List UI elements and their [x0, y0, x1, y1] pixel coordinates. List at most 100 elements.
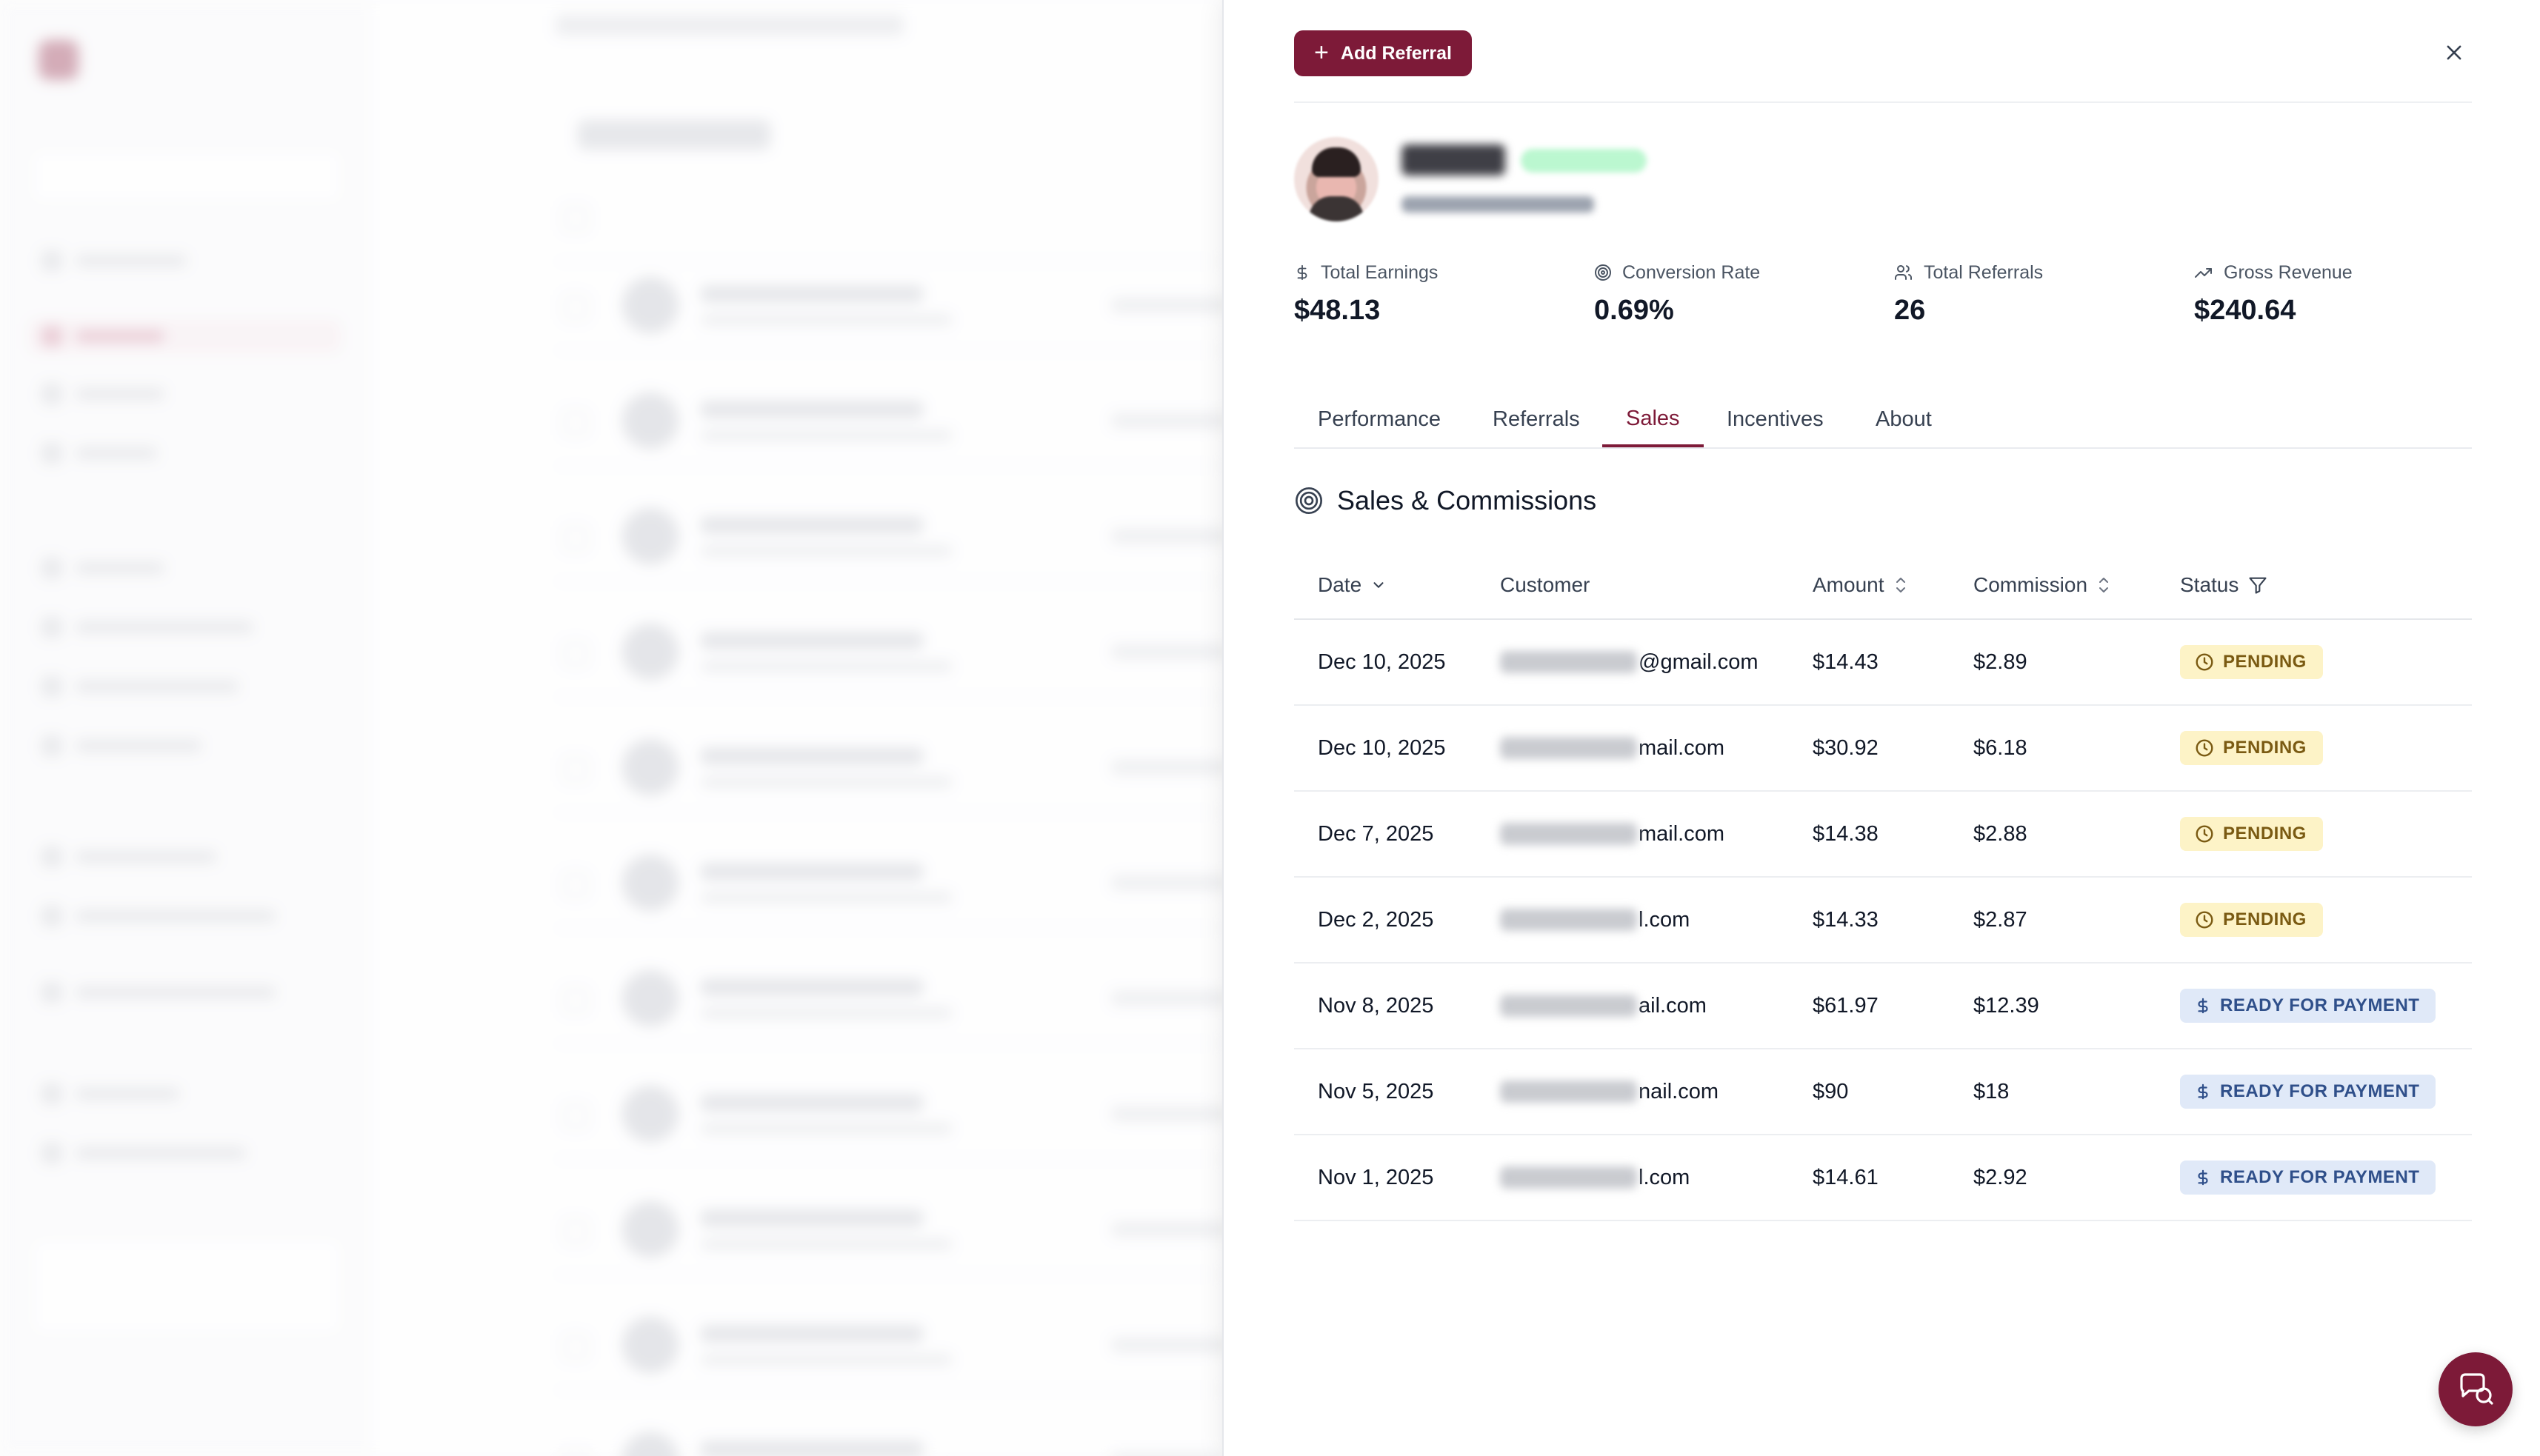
cell-commission: $2.87 — [1973, 907, 2027, 932]
tab-about[interactable]: About — [1852, 393, 1956, 446]
stat-label: Total Referrals — [1924, 261, 2044, 283]
chevron-down-icon — [1373, 582, 1384, 588]
customer-email-redacted — [1500, 823, 1637, 845]
tab-incentives[interactable]: Incentives — [1703, 393, 1847, 446]
cell-customer: @gmail.com — [1500, 620, 1759, 704]
clock-icon — [2196, 825, 2213, 843]
background-sidebar: ​ — [0, 0, 372, 1456]
clock-icon — [2196, 653, 2213, 671]
section-title: Sales & Commissions — [1337, 485, 1597, 515]
cell-commission: $2.92 — [1973, 1165, 2027, 1189]
logo-icon — [39, 39, 79, 80]
target-icon — [1296, 487, 1322, 514]
dollar-icon — [1297, 264, 1307, 281]
status-badge: READY FOR PAYMENT — [2180, 989, 2436, 1023]
status-badge-label: PENDING — [2223, 909, 2307, 929]
cell-status: PENDING — [2180, 792, 2323, 876]
cell-date: Nov 1, 2025 — [1318, 1165, 1434, 1189]
column-amount[interactable]: Amount — [1813, 552, 1908, 618]
sort-icon — [1896, 578, 1905, 592]
cell-customer: mail.com — [1500, 706, 1724, 790]
background-subtitle — [556, 15, 904, 36]
dollar-icon — [2198, 998, 2208, 1014]
plus-icon: + — [1314, 38, 1329, 67]
status-badge: READY FOR PAYMENT — [2180, 1161, 2436, 1195]
customer-email-domain: l.com — [1639, 907, 1690, 932]
modal-overlay[interactable] — [0, 0, 1222, 1456]
cell-status: READY FOR PAYMENT — [2180, 1049, 2436, 1134]
stat-value: $240.64 — [2194, 295, 2296, 326]
column-label: Status — [2180, 573, 2239, 596]
clock-icon — [2196, 911, 2213, 929]
customer-email-redacted — [1500, 651, 1637, 673]
stats-row: Total Earnings $48.13 Conversion Rate 0.… — [1294, 261, 2494, 335]
background-usage-card — [30, 1237, 344, 1336]
close-button[interactable] — [2436, 34, 2473, 71]
cell-customer: ail.com — [1500, 964, 1707, 1048]
background-nav-item — [30, 1078, 341, 1110]
customer-email-domain: ail.com — [1639, 993, 1707, 1018]
background-nav-item — [30, 976, 341, 1009]
column-commission[interactable]: Commission — [1973, 552, 2111, 618]
table-row: Nov 8, 2025 ail.com $61.97 $12.39 READY FOR … — [1294, 964, 2472, 1049]
column-status[interactable]: Status — [2180, 552, 2268, 618]
cell-customer: mail.com — [1500, 792, 1724, 876]
background-table-row — [556, 492, 1222, 582]
tab-referrals[interactable]: Referrals — [1469, 393, 1604, 446]
chat-support-button[interactable] — [2439, 1352, 2513, 1426]
status-badge-label: PENDING — [2223, 824, 2307, 844]
background-table-row — [556, 1069, 1222, 1160]
users-icon — [1895, 265, 1912, 280]
customer-email-domain: nail.com — [1639, 1079, 1719, 1103]
stat-label: Total Earnings — [1321, 261, 1439, 283]
cell-commission: $2.89 — [1973, 649, 2027, 674]
background-nav-item — [30, 611, 341, 644]
table-row: Nov 5, 2025 nail.com $90 $18 READY FOR PAYME… — [1294, 1049, 2472, 1135]
customer-email-redacted — [1500, 737, 1637, 759]
column-label: Date — [1318, 573, 1362, 596]
background-heading — [578, 120, 770, 150]
affiliate-profile — [1294, 137, 1887, 226]
background-nav-item — [30, 670, 341, 703]
stat-value: 0.69% — [1594, 295, 1674, 326]
stat-value: $48.13 — [1294, 295, 1381, 326]
cell-amount: $61.97 — [1813, 993, 1879, 1018]
status-badge: PENDING — [2180, 645, 2323, 679]
column-customer: Customer — [1500, 552, 1590, 618]
cell-amount: $14.43 — [1813, 649, 1879, 674]
cell-date: Dec 7, 2025 — [1318, 821, 1434, 846]
status-badge-label: READY FOR PAYMENT — [2220, 1167, 2420, 1187]
background-table-row — [556, 1416, 1222, 1456]
cell-customer: nail.com — [1500, 1049, 1719, 1134]
background-table-row — [556, 1300, 1222, 1391]
customer-email-domain: @gmail.com — [1639, 649, 1759, 674]
background-table-row — [556, 954, 1222, 1044]
cell-amount: $14.33 — [1813, 907, 1879, 932]
table-header: Date Customer Amount Commission Status — [1294, 552, 2472, 620]
affiliate-email-redacted — [1401, 196, 1594, 213]
table-row: Dec 2, 2025 l.com $14.33 $2.87 PENDING — [1294, 878, 2472, 964]
dollar-icon — [2198, 1083, 2208, 1100]
cell-date: Dec 10, 2025 — [1318, 735, 1446, 760]
detail-tabs: Performance Referrals Sales Incentives A… — [1294, 393, 2472, 449]
trending-up-icon — [2195, 268, 2212, 278]
cell-date: Dec 10, 2025 — [1318, 649, 1446, 674]
affiliate-name-redacted — [1401, 144, 1505, 176]
stat-value: 26 — [1894, 295, 1926, 326]
column-label: Commission — [1973, 573, 2088, 596]
cell-amount: $14.38 — [1813, 821, 1879, 846]
sales-table: Date Customer Amount Commission Status D… — [1294, 552, 2472, 1221]
cell-customer: l.com — [1500, 1135, 1690, 1220]
section-header: Sales & Commissions — [1294, 485, 1596, 516]
stat-total-earnings: Total Earnings $48.13 — [1294, 261, 1576, 327]
background-nav-item — [30, 729, 341, 762]
cell-status: READY FOR PAYMENT — [2180, 1135, 2436, 1220]
status-badge: READY FOR PAYMENT — [2180, 1075, 2436, 1109]
add-referral-button[interactable]: + Add Referral — [1294, 30, 1472, 76]
cell-amount: $14.61 — [1813, 1165, 1879, 1189]
column-date[interactable]: Date — [1318, 552, 1387, 618]
tab-performance[interactable]: Performance — [1294, 393, 1464, 446]
background-main — [370, 0, 1222, 1456]
background-table-row — [556, 838, 1222, 929]
tab-sales[interactable]: Sales — [1602, 393, 1704, 447]
